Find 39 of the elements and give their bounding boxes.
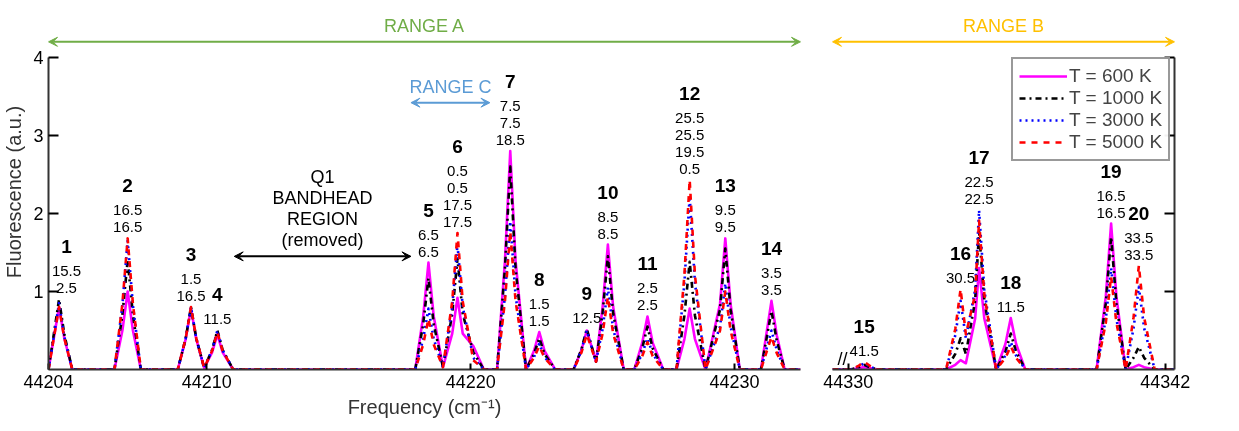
x-tick-label: 44330 <box>823 371 874 392</box>
annotation: 20 33.5 33.5 <box>1124 202 1154 263</box>
annotation: 5 6.5 6.5 <box>418 199 439 260</box>
annotation: 14 3.5 3.5 <box>760 237 783 298</box>
x-axis-title: Frequency (cm⁻¹) <box>347 395 502 418</box>
annotation: 12 25.5 25.5 19.5 0.5 <box>675 82 705 177</box>
x-tick-label: 44210 <box>181 371 232 392</box>
annotation: 19 16.5 16.5 <box>1096 160 1126 221</box>
annotation: 3 1.5 16.5 <box>176 244 206 305</box>
x-tick-label: 44204 <box>23 371 74 392</box>
y-tick-label: 4 <box>33 47 44 68</box>
legend-label: T = 600 K <box>1069 65 1152 87</box>
x-tick-label: 44342 <box>1140 371 1191 392</box>
annotation: 18 11.5 <box>996 272 1025 316</box>
annotation: 10 8.5 8.5 <box>597 181 619 242</box>
annotation: 1 15.5 2.5 <box>51 236 82 297</box>
annotation: 16 30.5 <box>945 243 976 287</box>
text: RANGE A <box>383 15 465 36</box>
text: RANGE B <box>962 15 1045 36</box>
annotation: RANGE C <box>409 76 492 97</box>
legend-label: T = 1000 K <box>1069 87 1163 109</box>
annotation: // <box>837 348 848 369</box>
y-tick-label: 1 <box>33 281 44 302</box>
y-tick-label: 3 <box>33 125 44 146</box>
annotation: Q1 BANDHEAD REGION (removed) <box>272 167 373 251</box>
annotation: 8 1.5 1.5 <box>528 269 550 330</box>
x-tick-label: 44230 <box>709 371 760 392</box>
legend-label: T = 5000 K <box>1069 131 1163 153</box>
annotation: 11 2.5 2.5 <box>637 253 658 314</box>
annotation: 7 7.5 7.5 18.5 <box>495 71 525 149</box>
legend-label: T = 3000 K <box>1069 109 1163 131</box>
annotation: 15 41.5 <box>849 315 879 359</box>
y-axis-title: Fluorescence (a.u.) <box>3 105 26 279</box>
y-tick-label: 2 <box>33 203 44 224</box>
annotation: 13 9.5 9.5 <box>714 175 736 236</box>
annotation: 6 0.5 0.5 17.5 17.5 <box>442 135 473 230</box>
x-tick-label: 44220 <box>445 371 496 392</box>
annotation: 17 22.5 22.5 <box>964 147 994 208</box>
annotation: 2 16.5 16.5 <box>113 175 143 236</box>
